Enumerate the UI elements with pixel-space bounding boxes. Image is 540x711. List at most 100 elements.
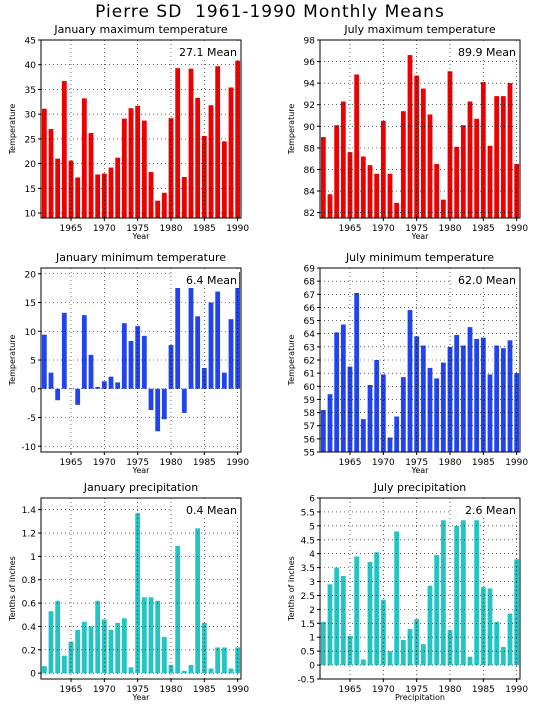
bar-1983 <box>188 68 194 219</box>
bar-1970 <box>380 120 386 218</box>
chart-title: January precipitation <box>83 481 199 494</box>
y-tick-label: 40 <box>25 61 37 71</box>
x-tick-label: 1990 <box>226 224 249 234</box>
bar-1973 <box>121 618 127 674</box>
chart-panel-4: July minimum temperature 55 56 57 58 59 60 61 62… <box>287 251 528 475</box>
y-tick-label: 5.5 <box>301 508 315 518</box>
x-axis-label: Year <box>132 693 151 702</box>
bar-1986 <box>208 302 214 389</box>
bar-1985 <box>480 337 486 452</box>
x-tick-label: 1975 <box>405 458 428 468</box>
y-tick-label: 96 <box>304 58 316 68</box>
y-tick-label: 61 <box>304 370 315 380</box>
y-axis-label: Temperature <box>8 104 17 156</box>
bar-1979 <box>440 199 446 218</box>
mean-label-bg <box>452 272 518 288</box>
y-tick-label: 6 <box>309 495 315 505</box>
x-tick-label: 1970 <box>372 685 395 695</box>
bar-1963 <box>55 388 61 401</box>
y-tick-label: 1 <box>309 634 315 644</box>
y-tick-label: 88 <box>304 144 316 154</box>
bar-1974 <box>407 310 413 452</box>
y-tick-label: 56 <box>304 435 316 445</box>
bar-1967 <box>360 419 366 452</box>
x-tick-label: 1980 <box>439 685 462 695</box>
plot-frame <box>319 497 521 680</box>
bar-1962 <box>327 394 333 452</box>
bar-1976 <box>420 88 426 218</box>
y-tick-label: 2 <box>309 606 315 616</box>
bar-1979 <box>161 636 167 674</box>
bar-1981 <box>454 335 460 452</box>
bar-1982 <box>460 345 466 452</box>
y-tick-label: 60 <box>304 383 316 393</box>
bar-1987 <box>215 647 221 674</box>
bar-1972 <box>115 382 121 389</box>
bar-1987 <box>494 621 500 666</box>
bar-1980 <box>168 664 174 674</box>
bar-1972 <box>394 531 400 666</box>
y-tick-label: 62 <box>304 357 315 367</box>
bar-1973 <box>400 111 406 218</box>
chart-panel-5: January precipitation 0 0.2 0.4 0.6 0.8 1 1.2 1.… <box>8 481 249 702</box>
bar-1964 <box>340 575 346 666</box>
bar-1966 <box>75 177 81 218</box>
bar-1969 <box>374 360 380 452</box>
y-tick-label: 1.5 <box>301 620 315 630</box>
bar-1964 <box>340 101 346 218</box>
bar-1970 <box>101 173 107 218</box>
x-tick-label: 1970 <box>93 458 116 468</box>
bar-1982 <box>181 670 187 674</box>
bar-1977 <box>148 597 154 674</box>
x-tick-label: 1975 <box>126 458 149 468</box>
x-tick-label: 1980 <box>439 458 462 468</box>
bar-1962 <box>327 584 333 666</box>
bar-1962 <box>327 194 333 218</box>
x-axis-label: Year <box>132 466 151 475</box>
bar-1985 <box>480 82 486 218</box>
y-tick-label: 59 <box>304 396 316 406</box>
bar-1961 <box>320 409 326 452</box>
bar-1976 <box>141 597 147 674</box>
bar-1985 <box>201 368 207 389</box>
y-tick-label: 45 <box>25 37 36 47</box>
y-tick-label: 94 <box>304 80 316 90</box>
y-tick-label: 90 <box>304 123 316 133</box>
bar-1986 <box>487 374 493 452</box>
x-tick-label: 1970 <box>93 685 116 695</box>
y-tick-label: -10 <box>21 443 36 453</box>
y-tick-label: 3 <box>309 578 315 588</box>
bar-1985 <box>201 622 207 674</box>
bar-1963 <box>334 332 340 452</box>
bar-1986 <box>487 588 493 666</box>
y-tick-label: 20 <box>25 160 37 170</box>
y-tick-label: 0.4 <box>22 623 37 633</box>
bar-1968 <box>88 132 94 218</box>
mean-label: 6.4 Mean <box>186 274 237 287</box>
bar-1984 <box>195 316 201 389</box>
bar-1990 <box>235 647 241 674</box>
x-tick-label: 1970 <box>93 224 116 234</box>
y-tick-label: 2.5 <box>301 592 315 602</box>
bar-1967 <box>81 315 87 389</box>
y-axis-label: Tenths of Inches <box>8 556 17 622</box>
bar-1969 <box>374 552 380 666</box>
x-tick-label: 1965 <box>60 458 83 468</box>
bar-1974 <box>128 108 134 218</box>
bar-1977 <box>148 172 154 218</box>
mean-label: 62.0 Mean <box>458 274 516 287</box>
y-tick-label: 10 <box>25 210 37 220</box>
y-tick-label: 68 <box>304 278 316 288</box>
bar-1972 <box>115 622 121 674</box>
chart-title: January minimum temperature <box>55 251 226 264</box>
bar-1978 <box>155 200 161 218</box>
bar-1977 <box>427 585 433 666</box>
x-tick-label: 1990 <box>505 685 528 695</box>
bar-1990 <box>235 272 241 389</box>
bar-1987 <box>215 66 221 219</box>
bar-1984 <box>474 338 480 452</box>
bar-1982 <box>181 388 187 413</box>
x-axis-label: Year <box>411 466 430 475</box>
bar-1980 <box>447 346 453 452</box>
